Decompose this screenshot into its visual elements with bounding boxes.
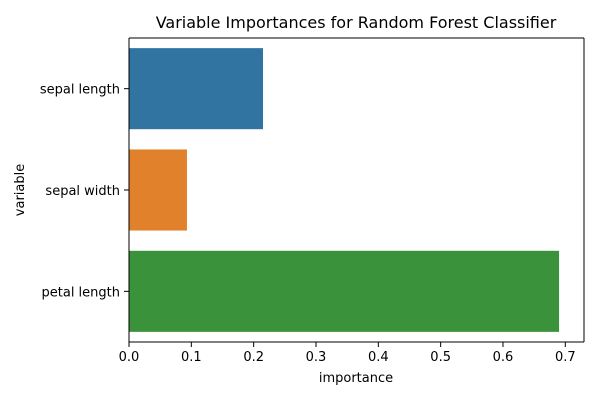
bar-sepal-length (129, 48, 264, 130)
y-tick-label: sepal width (45, 184, 120, 199)
x-tick-label: 0.6 (493, 350, 514, 365)
bar-sepal-width (129, 149, 187, 231)
y-axis-label: variable (13, 164, 28, 216)
bars-group (129, 48, 560, 332)
x-tick-label: 0.5 (430, 350, 451, 365)
bar-petal-length (129, 250, 560, 332)
x-tick-label: 0.2 (243, 350, 264, 365)
x-tick-label: 0.1 (181, 350, 202, 365)
x-tick-label: 0.7 (555, 350, 576, 365)
y-tick-label: sepal length (40, 83, 120, 98)
x-ticks-group: 0.0 0.1 0.2 0.3 0.4 0.5 0.6 0.7 (119, 342, 576, 365)
y-tick-label: petal length (42, 285, 121, 300)
x-tick-label: 0.4 (368, 350, 389, 365)
x-tick-label: 0.3 (306, 350, 327, 365)
x-axis-label: importance (319, 371, 393, 386)
chart-title: Variable Importances for Random Forest C… (156, 13, 557, 32)
y-ticks-group: sepal length sepal width petal length (40, 83, 129, 300)
x-tick-label: 0.0 (119, 350, 140, 365)
